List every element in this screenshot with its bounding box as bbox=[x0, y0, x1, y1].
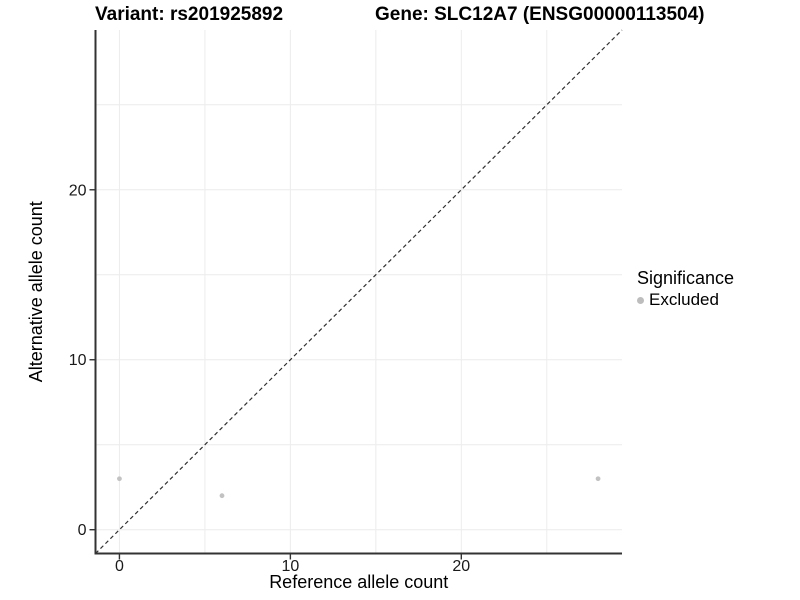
y-tick-label: 0 bbox=[78, 522, 87, 539]
legend: Significance Excluded bbox=[637, 268, 734, 310]
axis-lines bbox=[94, 30, 622, 555]
x-tick-label: 10 bbox=[281, 558, 299, 575]
x-tick-label: 20 bbox=[452, 558, 470, 575]
y-tick-label: 20 bbox=[69, 182, 87, 199]
x-axis-title: Reference allele count bbox=[269, 572, 448, 592]
identity-line bbox=[95, 29, 623, 554]
variant-title: Variant: rs201925892 bbox=[95, 4, 284, 25]
legend-item-excluded: Excluded bbox=[637, 290, 734, 310]
legend-title: Significance bbox=[637, 268, 735, 288]
legend-item-label: Excluded bbox=[649, 290, 719, 309]
x-tick-label: 0 bbox=[115, 558, 124, 575]
y-axis-title: Alternative allele count bbox=[26, 201, 46, 382]
gene-title: Gene: SLC12A7 (ENSG00000113504) bbox=[375, 4, 705, 25]
data-point bbox=[595, 476, 601, 482]
data-point bbox=[117, 476, 122, 482]
excluded-point-icon bbox=[637, 296, 644, 304]
data-point bbox=[219, 493, 225, 499]
y-tick-label: 10 bbox=[69, 352, 87, 369]
